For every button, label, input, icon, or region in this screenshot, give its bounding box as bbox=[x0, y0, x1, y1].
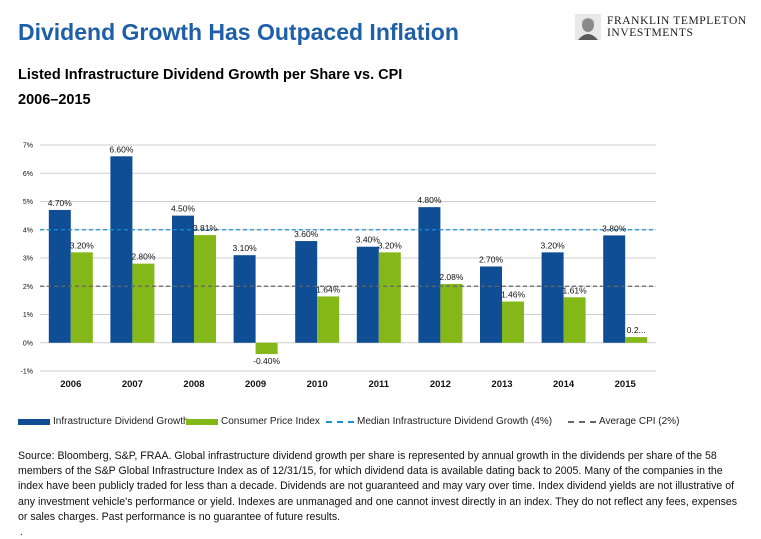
x-tick-label: 2015 bbox=[615, 379, 637, 390]
bar-infrastructure bbox=[356, 246, 379, 343]
legend-swatch-cpi bbox=[186, 418, 218, 425]
x-tick-label: 2009 bbox=[245, 379, 266, 390]
x-tick-label: 2014 bbox=[553, 379, 575, 390]
chart-subtitle: Listed Infrastructure Dividend Growth pe… bbox=[18, 67, 403, 83]
bar-cpi bbox=[625, 337, 648, 343]
bar-cpi bbox=[255, 342, 278, 355]
bar-cpi bbox=[70, 252, 93, 343]
bar-cpi bbox=[378, 252, 401, 343]
x-tick-label: 2011 bbox=[368, 379, 389, 390]
data-label: 1.64% bbox=[316, 284, 341, 294]
y-tick-label: 6% bbox=[23, 171, 33, 178]
y-tick-label: 7% bbox=[23, 143, 33, 150]
bar-cpi bbox=[502, 301, 524, 343]
bar-infrastructure bbox=[603, 235, 626, 343]
data-label: 4.70% bbox=[48, 198, 73, 208]
bar-infrastructure bbox=[480, 266, 502, 343]
legend-label-median: Median Infrastructure Dividend Growth (4… bbox=[357, 416, 553, 427]
bar-infrastructure bbox=[48, 209, 71, 343]
y-tick-label: -1% bbox=[21, 369, 33, 376]
bar-infrastructure bbox=[418, 207, 441, 343]
data-label: 3.20% bbox=[541, 240, 566, 250]
y-tick-label: 3% bbox=[23, 256, 33, 263]
legend-swatch-median bbox=[326, 420, 354, 423]
logo-line-1: FRANKLIN TEMPLETON bbox=[607, 15, 747, 27]
legend-label-average-cpi: Average CPI (2%) bbox=[599, 416, 680, 427]
data-label: 3.10% bbox=[233, 243, 258, 253]
data-label: 3.40% bbox=[356, 235, 381, 245]
chart-legend: Infrastructure Dividend Growth Consumer … bbox=[18, 413, 758, 431]
data-label: 2.80% bbox=[131, 252, 156, 262]
y-tick-label: 0% bbox=[23, 340, 33, 347]
bar-cpi bbox=[563, 297, 586, 343]
bar-cpi bbox=[440, 283, 463, 343]
logo-line-2: INVESTMENTS bbox=[607, 27, 694, 39]
x-tick-label: 2008 bbox=[183, 379, 204, 390]
data-label: 3.20% bbox=[70, 240, 95, 250]
data-label: 2.08% bbox=[439, 272, 464, 282]
x-tick-label: 2007 bbox=[122, 379, 143, 390]
legend-swatch-average-cpi bbox=[568, 420, 596, 423]
franklin-portrait-icon bbox=[575, 14, 601, 40]
x-tick-label: 2010 bbox=[307, 379, 328, 390]
bar-infrastructure bbox=[172, 215, 194, 343]
data-label: 0.2... bbox=[627, 325, 646, 335]
legend-label-cpi: Consumer Price Index bbox=[221, 416, 320, 427]
data-label: 1.46% bbox=[501, 290, 526, 300]
legend-item-cpi: Consumer Price Index bbox=[186, 416, 320, 427]
legend-swatch-infrastructure bbox=[18, 418, 50, 425]
data-label: 3.20% bbox=[378, 240, 403, 250]
footer-dot: . bbox=[20, 527, 23, 538]
bar-infrastructure bbox=[541, 252, 564, 343]
bar-chart: -1% 0% 1% 2% 3% 4% 5% 6% 7% 2006 2007 2008 2009 2010 2… bbox=[21, 143, 656, 390]
bar-cpi bbox=[317, 296, 340, 343]
bar-infrastructure bbox=[295, 241, 318, 343]
data-label: 3.80% bbox=[602, 223, 627, 233]
data-label: 4.50% bbox=[171, 204, 196, 214]
bar-infrastructure bbox=[110, 156, 133, 343]
bar-infrastructure bbox=[233, 255, 256, 343]
data-label: 6.60% bbox=[109, 144, 134, 154]
y-tick-label: 4% bbox=[23, 227, 33, 234]
y-tick-label: 2% bbox=[23, 284, 33, 291]
legend-label-infrastructure: Infrastructure Dividend Growth bbox=[53, 416, 189, 427]
bar-cpi bbox=[194, 235, 216, 343]
legend-item-average-cpi: Average CPI (2%) bbox=[568, 416, 679, 427]
y-tick-label: 5% bbox=[23, 199, 33, 206]
data-label: 3.81% bbox=[193, 223, 218, 233]
data-label: -0.40% bbox=[253, 356, 280, 366]
legend-item-infrastructure: Infrastructure Dividend Growth bbox=[18, 416, 189, 427]
brand-logo: FRANKLIN TEMPLETON INVESTMENTS bbox=[575, 14, 747, 44]
y-tick-label: 1% bbox=[23, 312, 33, 319]
x-tick-label: 2006 bbox=[60, 379, 81, 390]
legend-item-median: Median Infrastructure Dividend Growth (4… bbox=[326, 416, 552, 427]
data-label: 2.70% bbox=[479, 254, 504, 264]
page-title: Dividend Growth Has Outpaced Inflation bbox=[18, 19, 459, 45]
data-label: 3.60% bbox=[294, 229, 319, 239]
bar-cpi bbox=[132, 263, 155, 343]
chart-period: 2006–2015 bbox=[18, 92, 91, 108]
x-tick-label: 2012 bbox=[430, 379, 451, 390]
source-note: Source: Bloomberg, S&P, FRAA. Global inf… bbox=[18, 450, 738, 523]
x-tick-label: 2013 bbox=[491, 379, 512, 390]
data-label: 4.80% bbox=[417, 195, 442, 205]
data-label: 1.61% bbox=[563, 285, 588, 295]
